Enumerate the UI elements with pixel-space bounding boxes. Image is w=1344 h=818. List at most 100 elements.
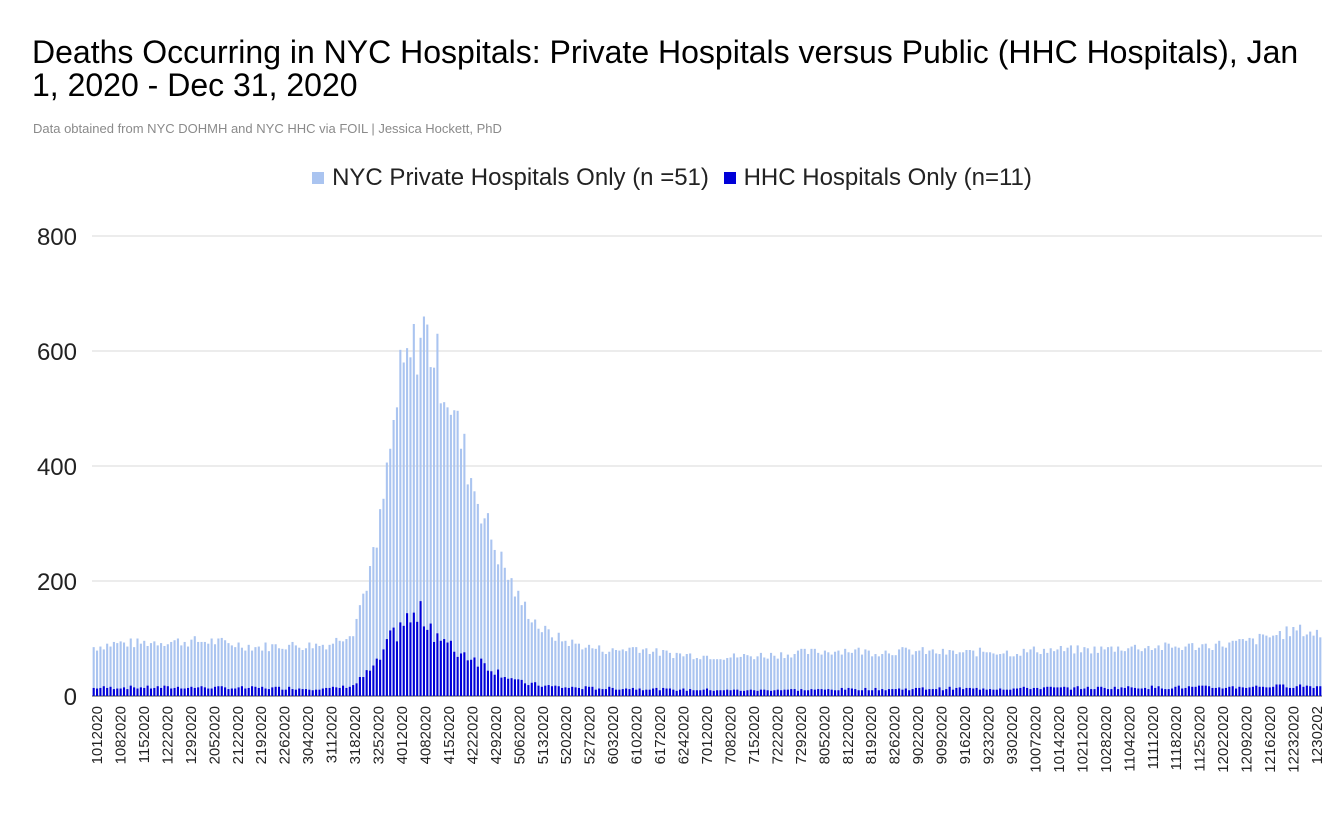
chart-subtitle: Data obtained from NYC DOHMH and NYC HHC…	[33, 121, 502, 136]
bar-hhc-137	[554, 685, 557, 696]
bar-hhc-221	[837, 690, 840, 696]
bar-private-89	[392, 420, 395, 696]
bar-private-2	[99, 646, 102, 696]
bar-hhc-196	[753, 690, 756, 696]
bar-private-253	[945, 654, 948, 696]
x-tick-label-27: 7082020	[722, 706, 739, 764]
bar-private-331	[1208, 648, 1211, 696]
x-tick-label-26: 7012020	[699, 706, 716, 764]
bar-private-175	[682, 656, 685, 696]
bar-private-204	[780, 652, 783, 696]
bar-hhc-302	[1110, 689, 1113, 696]
bar-hhc-316	[1157, 686, 1160, 696]
bar-hhc-309	[1133, 687, 1137, 696]
bar-hhc-120	[497, 669, 500, 696]
bar-private-340	[1238, 639, 1241, 696]
bar-hhc-34	[207, 688, 210, 696]
bar-hhc-317	[1160, 688, 1163, 696]
bar-hhc-223	[844, 689, 847, 696]
bar-hhc-287	[1059, 687, 1062, 697]
bar-private-276	[1022, 648, 1025, 696]
bar-private-280	[1036, 652, 1039, 696]
x-tick-label-14: 4082020	[417, 706, 434, 764]
bar-hhc-83	[372, 665, 375, 696]
bar-hhc-236	[887, 689, 891, 696]
bar-hhc-121	[500, 677, 503, 696]
bar-hhc-189	[729, 690, 732, 696]
legend-item-private[interactable]: NYC Private Hospitals Only (n =51)	[312, 164, 709, 192]
bar-private-30	[193, 636, 196, 696]
bar-private-298	[1096, 652, 1099, 697]
bar-hhc-297	[1093, 689, 1096, 696]
bar-hhc-239	[898, 688, 901, 696]
bar-private-67	[318, 645, 321, 696]
bar-private-14	[139, 643, 142, 696]
bar-private-317	[1160, 650, 1163, 696]
x-tick-label-33: 8192020	[863, 706, 880, 764]
x-tick-label-32: 8122020	[840, 706, 857, 764]
bar-private-348	[1265, 635, 1268, 697]
bar-private-164	[645, 648, 648, 696]
bar-private-196	[753, 659, 756, 696]
bar-private-261	[972, 650, 975, 696]
bar-private-335	[1221, 646, 1224, 696]
bar-hhc-275	[1019, 687, 1022, 696]
bar-hhc-15	[143, 687, 146, 696]
x-tick-label-41: 10142020	[1051, 706, 1068, 773]
bar-hhc-183	[709, 690, 712, 696]
bar-private-329	[1201, 644, 1204, 696]
bar-private-36	[213, 644, 217, 696]
bar-private-25	[176, 638, 179, 696]
bar-private-53	[271, 644, 274, 696]
bar-hhc-92	[402, 625, 405, 696]
y-tick-label-400: 400	[37, 454, 77, 481]
bar-hhc-279	[1032, 687, 1035, 696]
bar-private-52	[267, 651, 270, 696]
bar-hhc-93	[406, 613, 409, 696]
bar-private-237	[891, 655, 894, 696]
bar-hhc-253	[945, 689, 948, 696]
bar-private-72	[335, 637, 338, 696]
bar-hhc-10	[126, 689, 129, 696]
bar-private-35	[210, 638, 213, 696]
bar-hhc-182	[705, 688, 709, 696]
bar-private-364	[1319, 637, 1322, 696]
bar-hhc-138	[557, 686, 560, 696]
bar-hhc-190	[732, 689, 735, 696]
bar-hhc-167	[655, 687, 658, 696]
bar-hhc-97	[419, 601, 422, 697]
bar-private-247	[925, 654, 928, 696]
bar-hhc-30	[193, 687, 196, 696]
bar-hhc-294	[1083, 688, 1086, 696]
bar-hhc-328	[1197, 685, 1201, 696]
bar-hhc-96	[416, 621, 419, 696]
bar-hhc-354	[1285, 687, 1288, 697]
x-tick-label-49: 12092020	[1239, 706, 1256, 773]
legend-item-hhc[interactable]: HHC Hospitals Only (n=11)	[723, 164, 1032, 192]
bar-hhc-353	[1282, 684, 1285, 696]
bar-hhc-59	[291, 689, 294, 696]
bar-private-222	[840, 654, 843, 696]
bar-hhc-320	[1171, 688, 1174, 696]
bar-hhc-193	[743, 690, 746, 696]
bar-private-22	[166, 644, 169, 696]
x-tick-label-23: 6102020	[629, 706, 646, 764]
bar-private-197	[756, 656, 759, 696]
bar-private-182	[705, 655, 709, 696]
bar-hhc-172	[672, 689, 675, 696]
bar-private-228	[860, 654, 864, 696]
bar-private-59	[291, 641, 294, 696]
bar-hhc-240	[901, 689, 904, 696]
bar-private-287	[1059, 645, 1062, 696]
bar-hhc-341	[1241, 687, 1244, 697]
bar-private-207	[790, 657, 793, 696]
bar-hhc-139	[561, 687, 564, 696]
bar-hhc-88	[389, 630, 392, 696]
bar-private-3	[102, 649, 105, 696]
bar-hhc-220	[834, 690, 837, 696]
bar-private-142	[571, 639, 574, 696]
bar-hhc-3	[102, 686, 105, 696]
bar-private-6	[112, 641, 115, 696]
bar-hhc-141	[567, 687, 570, 696]
bar-private-37	[217, 638, 220, 696]
